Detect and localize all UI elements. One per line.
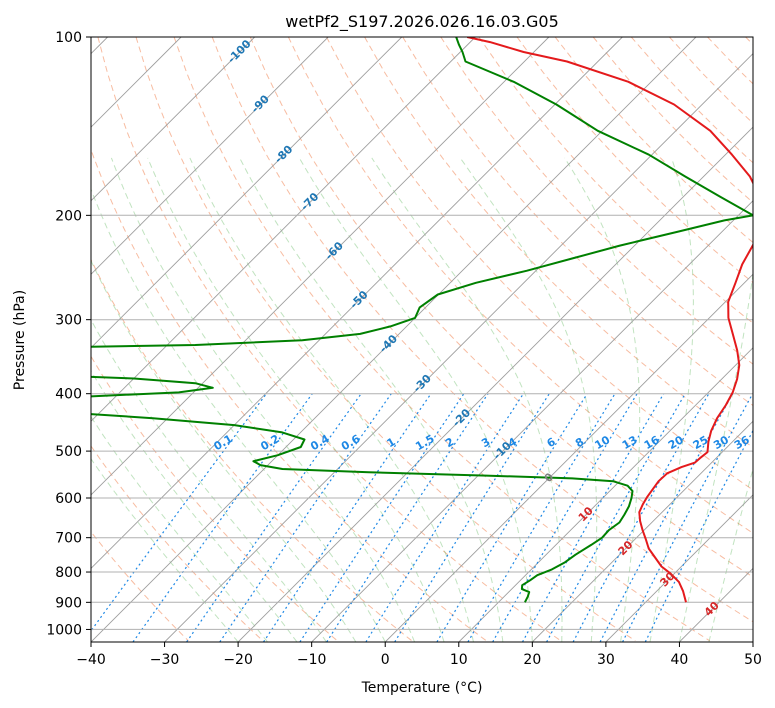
pressure-grid — [91, 37, 753, 630]
dry-adiabat — [91, 355, 338, 642]
isotherm-line — [531, 420, 753, 642]
mixing-ratio-line — [599, 393, 734, 642]
x-tick-label: 10 — [450, 652, 468, 668]
mixing-ratio-line — [492, 393, 638, 642]
moist-adiabat — [459, 157, 598, 642]
dry-adiabat — [91, 531, 189, 642]
mixing-ratio-line — [572, 393, 710, 642]
isotherm-line — [164, 52, 753, 642]
isotherm-line — [605, 494, 753, 642]
y-axis: 100 200 300 400 500 600 700 800 900 1000 — [46, 30, 91, 638]
x-tick-label: 50 — [744, 652, 762, 668]
x-tick-label: −10 — [297, 652, 327, 668]
mixing-ratio-line — [186, 393, 362, 642]
y-tick-label: 600 — [55, 491, 82, 507]
isotherm-line — [384, 273, 753, 642]
dry-adiabat — [91, 258, 413, 642]
x-axis-title: Temperature (°C) — [361, 680, 483, 696]
moist-adiabat — [91, 259, 357, 642]
moist-adiabat — [371, 157, 563, 642]
y-tick-label: 100 — [55, 30, 82, 46]
mixing-ratio-line — [467, 393, 616, 642]
x-tick-label: 20 — [523, 652, 541, 668]
x-axis: −40 −30 −20 −10 0 10 20 30 40 50 — [76, 642, 762, 668]
isotherm-line — [91, 37, 476, 422]
isotherm-line — [91, 37, 623, 570]
y-tick-label: 500 — [55, 444, 82, 460]
dry-adiabat — [287, 37, 753, 534]
y-tick-label: 800 — [55, 565, 82, 581]
isotherm-line — [91, 37, 697, 642]
mixing-ratio-line — [365, 393, 524, 642]
moist-adiabat — [298, 157, 533, 642]
y-axis-title: Pressure (hPa) — [12, 290, 28, 390]
isotherm-line — [91, 37, 329, 275]
y-tick-label: 700 — [55, 531, 82, 547]
mixing-ratio-line — [644, 429, 753, 642]
moist-adiabat — [91, 369, 298, 642]
x-tick-label: −40 — [76, 652, 106, 668]
y-tick-label: 200 — [55, 208, 82, 224]
plot-frame — [90, 36, 754, 643]
y-tick-label: 400 — [55, 387, 82, 403]
dry-adiabat — [326, 37, 753, 491]
temperature-profile — [466, 37, 753, 603]
mixing-ratio-line — [436, 393, 588, 642]
x-tick-label: 0 — [381, 652, 390, 668]
x-tick-label: −20 — [223, 652, 253, 668]
dry-adiabat — [135, 37, 636, 642]
mixing-ratio-line — [91, 393, 267, 632]
mixing-ratio-line — [521, 393, 665, 642]
dry-adiabat — [440, 37, 753, 365]
isotherm-line — [458, 347, 753, 642]
dry-adiabat — [478, 37, 753, 324]
dewpoint-profile — [91, 37, 753, 603]
mixing-ratio-line — [394, 393, 550, 642]
isotherm-line — [91, 37, 403, 349]
isotherm-line — [311, 200, 753, 642]
y-tick-label: 300 — [55, 313, 82, 329]
mixing-ratio-line — [546, 393, 686, 642]
chart-title: wetPf2_S197.2026.026.16.03.G05 — [285, 12, 559, 32]
isotherm-line — [237, 126, 753, 642]
x-tick-label: 30 — [597, 652, 615, 668]
mixing-ratio-line — [622, 393, 753, 642]
mixing-ratio-line — [219, 393, 392, 642]
x-tick-label: −30 — [150, 652, 180, 668]
sounding-profiles — [91, 37, 753, 603]
y-tick-label: 1000 — [46, 622, 82, 638]
moist-adiabat — [91, 318, 327, 642]
dry-adiabat — [91, 148, 487, 642]
x-tick-label: 40 — [671, 652, 689, 668]
dry-adiabat — [173, 37, 711, 642]
moist-adiabat — [564, 157, 641, 642]
y-tick-label: 900 — [55, 595, 82, 611]
isotherm-line — [91, 37, 550, 496]
dry-adiabat — [97, 37, 562, 642]
isotherm-line — [91, 37, 256, 202]
